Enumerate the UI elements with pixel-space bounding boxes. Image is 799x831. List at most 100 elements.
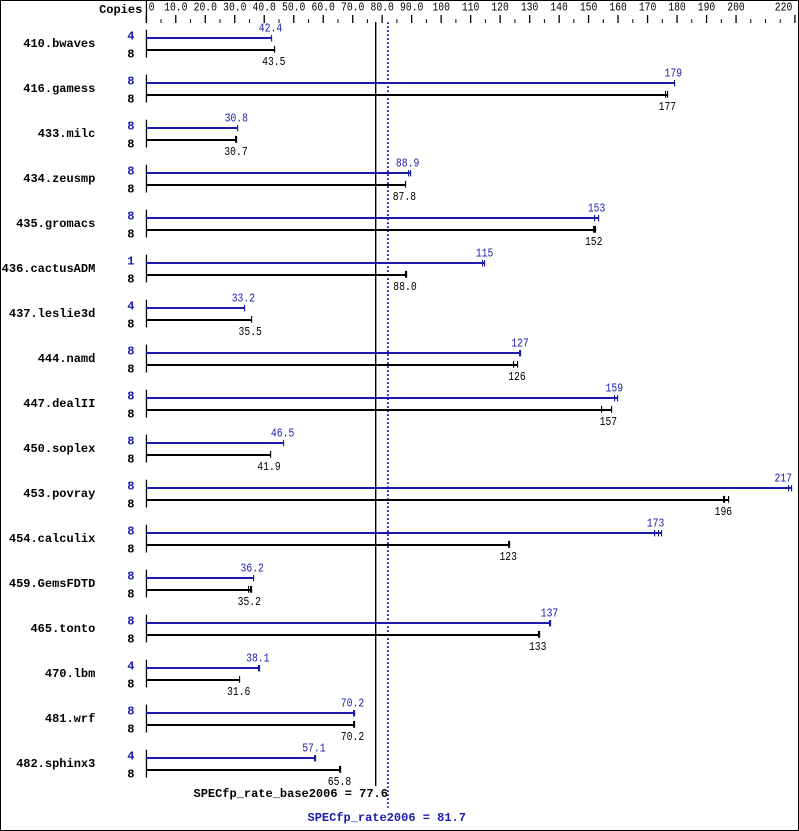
svg-text:170: 170 [639,2,657,15]
svg-text:43.5: 43.5 [262,56,285,69]
svg-text:42.4: 42.4 [259,22,282,35]
svg-text:173: 173 [647,517,665,530]
svg-text:8: 8 [127,183,134,197]
svg-text:70.0: 70.0 [341,2,364,15]
svg-text:4: 4 [127,750,134,764]
svg-text:416.gamess: 416.gamess [23,82,95,96]
svg-text:31.6: 31.6 [227,686,250,699]
svg-text:8: 8 [127,543,134,557]
svg-text:57.1: 57.1 [302,742,325,755]
svg-text:8: 8 [127,48,134,62]
svg-text:437.leslie3d: 437.leslie3d [9,307,95,321]
svg-text:200: 200 [727,2,745,15]
svg-text:444.namd: 444.namd [38,352,96,366]
svg-text:65.8: 65.8 [328,776,351,789]
svg-text:35.5: 35.5 [239,326,262,339]
svg-text:8: 8 [127,453,134,467]
svg-text:150: 150 [580,2,598,15]
svg-text:8: 8 [127,588,134,602]
svg-text:80.0: 80.0 [371,2,394,15]
svg-text:130: 130 [521,2,539,15]
svg-text:8: 8 [127,228,134,242]
svg-text:8: 8 [127,390,134,404]
svg-text:190: 190 [698,2,716,15]
svg-text:35.2: 35.2 [238,596,261,609]
svg-text:453.povray: 453.povray [23,487,95,501]
svg-text:159: 159 [606,382,624,395]
svg-text:4: 4 [127,300,134,314]
svg-text:447.dealII: 447.dealII [23,397,95,411]
svg-text:126: 126 [508,371,526,384]
svg-text:470.lbm: 470.lbm [45,667,95,681]
svg-text:196: 196 [715,506,733,519]
svg-text:137: 137 [541,607,559,620]
svg-text:481.wrf: 481.wrf [45,712,95,726]
svg-text:8: 8 [127,273,134,287]
svg-text:482.sphinx3: 482.sphinx3 [16,757,95,771]
svg-text:120: 120 [491,2,509,15]
svg-text:30.8: 30.8 [225,112,248,125]
svg-text:36.2: 36.2 [241,562,264,575]
svg-text:60.0: 60.0 [312,2,335,15]
svg-text:30.0: 30.0 [223,2,246,15]
svg-text:8: 8 [127,435,134,449]
svg-text:8: 8 [127,318,134,332]
svg-text:8: 8 [127,525,134,539]
svg-text:153: 153 [588,202,606,215]
svg-text:8: 8 [127,615,134,629]
svg-text:436.cactusADM: 436.cactusADM [2,262,96,276]
svg-text:8: 8 [127,480,134,494]
svg-text:110: 110 [462,2,480,15]
svg-text:70.2: 70.2 [341,731,364,744]
svg-text:8: 8 [127,723,134,737]
svg-text:1: 1 [127,255,134,269]
svg-text:127: 127 [511,337,529,350]
svg-text:454.calculix: 454.calculix [9,532,95,546]
svg-text:8: 8 [127,705,134,719]
svg-text:465.tonto: 465.tonto [30,622,95,636]
svg-text:435.gromacs: 435.gromacs [16,217,95,231]
svg-text:133: 133 [529,641,547,654]
svg-text:8: 8 [127,93,134,107]
svg-text:8: 8 [127,570,134,584]
svg-text:46.5: 46.5 [271,427,294,440]
svg-text:8: 8 [127,363,134,377]
svg-text:41.9: 41.9 [257,461,280,474]
svg-text:SPECfp_rate2006 = 81.7: SPECfp_rate2006 = 81.7 [308,811,466,825]
svg-text:8: 8 [127,75,134,89]
svg-text:8: 8 [127,408,134,422]
svg-text:450.soplex: 450.soplex [23,442,95,456]
svg-text:100: 100 [432,2,450,15]
svg-text:8: 8 [127,210,134,224]
svg-text:4: 4 [127,660,134,674]
svg-text:8: 8 [127,498,134,512]
svg-text:30.7: 30.7 [224,146,247,159]
svg-text:8: 8 [127,138,134,152]
svg-text:8: 8 [127,678,134,692]
svg-text:433.milc: 433.milc [38,127,96,141]
svg-text:70.2: 70.2 [341,697,364,710]
svg-text:217: 217 [775,472,793,485]
svg-text:8: 8 [127,345,134,359]
svg-text:8: 8 [127,633,134,647]
svg-text:123: 123 [499,551,517,564]
svg-text:10.0: 10.0 [164,2,187,15]
svg-text:88.9: 88.9 [396,157,419,170]
svg-text:459.GemsFDTD: 459.GemsFDTD [9,577,95,591]
svg-text:38.1: 38.1 [246,652,269,665]
svg-text:40.0: 40.0 [253,2,276,15]
svg-text:434.zeusmp: 434.zeusmp [23,172,95,186]
svg-text:160: 160 [609,2,627,15]
svg-text:157: 157 [600,416,618,429]
svg-text:20.0: 20.0 [194,2,217,15]
svg-text:50.0: 50.0 [282,2,305,15]
svg-text:33.2: 33.2 [232,292,255,305]
svg-text:220: 220 [775,2,793,15]
svg-text:115: 115 [476,247,494,260]
svg-text:140: 140 [550,2,568,15]
svg-text:88.0: 88.0 [393,281,416,294]
svg-text:87.8: 87.8 [393,191,416,204]
svg-text:90.0: 90.0 [400,2,423,15]
svg-text:177: 177 [659,101,677,114]
svg-text:179: 179 [665,67,683,80]
